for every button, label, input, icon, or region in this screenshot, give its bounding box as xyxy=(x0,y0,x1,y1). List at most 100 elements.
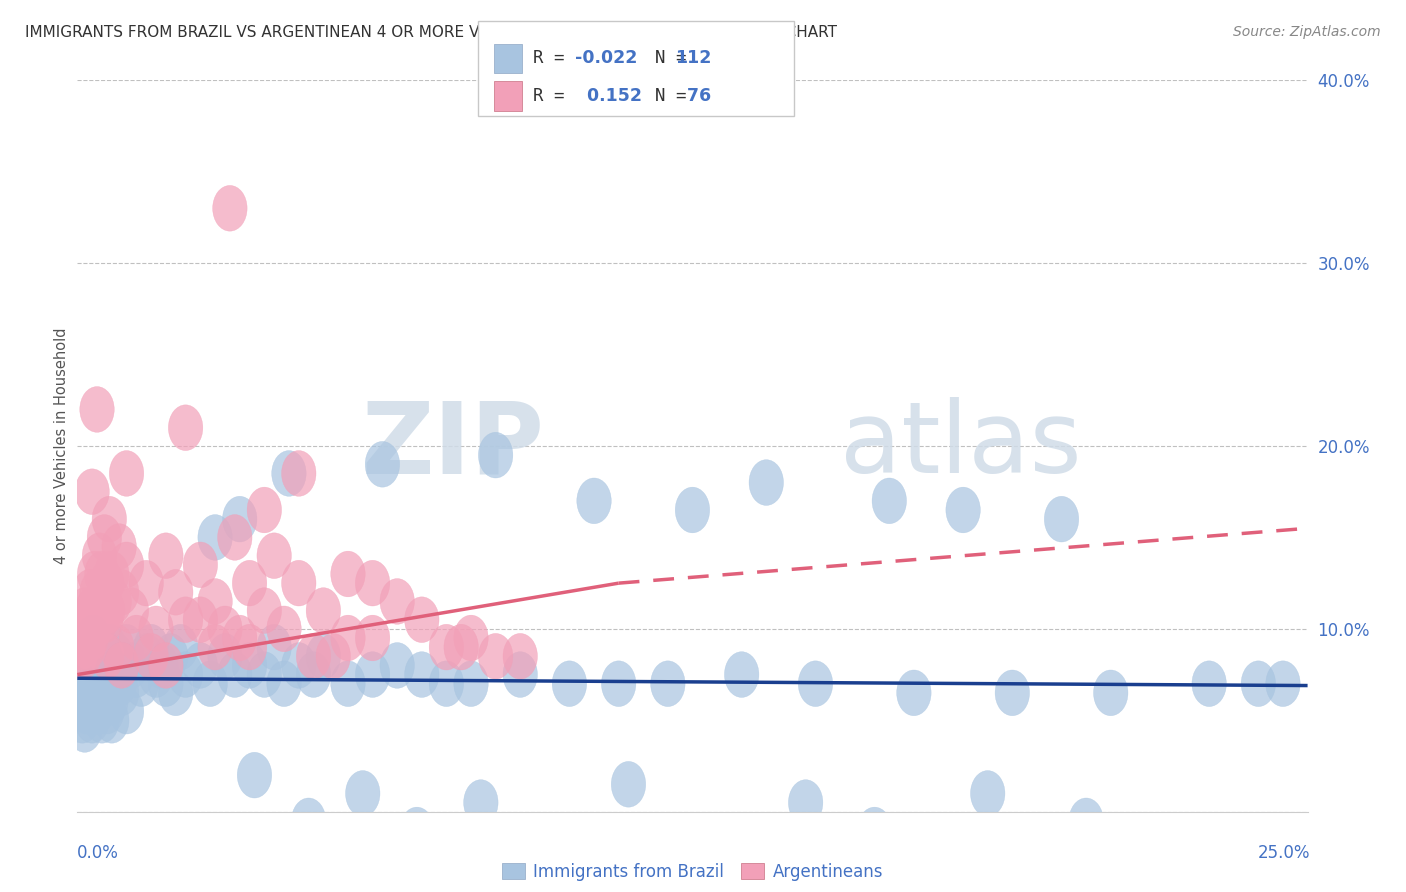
Text: IMMIGRANTS FROM BRAZIL VS ARGENTINEAN 4 OR MORE VEHICLES IN HOUSEHOLD CORRELATIO: IMMIGRANTS FROM BRAZIL VS ARGENTINEAN 4 … xyxy=(25,25,838,40)
Ellipse shape xyxy=(94,551,129,597)
Text: R =: R = xyxy=(533,87,575,105)
Ellipse shape xyxy=(86,579,120,624)
Ellipse shape xyxy=(70,597,104,642)
Ellipse shape xyxy=(97,652,132,698)
Ellipse shape xyxy=(70,689,104,734)
Ellipse shape xyxy=(454,615,488,661)
Ellipse shape xyxy=(75,615,108,661)
Ellipse shape xyxy=(110,624,143,670)
Ellipse shape xyxy=(208,606,242,652)
Ellipse shape xyxy=(267,661,301,706)
Ellipse shape xyxy=(222,615,257,661)
Ellipse shape xyxy=(75,698,110,743)
Ellipse shape xyxy=(212,186,247,231)
Ellipse shape xyxy=(90,588,125,633)
Ellipse shape xyxy=(84,597,118,642)
Ellipse shape xyxy=(80,689,114,734)
Ellipse shape xyxy=(257,624,291,670)
Ellipse shape xyxy=(503,633,537,679)
Ellipse shape xyxy=(675,487,710,533)
Ellipse shape xyxy=(183,642,218,689)
Ellipse shape xyxy=(75,652,110,698)
Ellipse shape xyxy=(218,515,252,560)
Ellipse shape xyxy=(87,661,122,706)
Ellipse shape xyxy=(75,588,110,633)
Ellipse shape xyxy=(76,615,110,661)
Ellipse shape xyxy=(65,633,100,679)
Ellipse shape xyxy=(62,652,97,698)
Text: atlas: atlas xyxy=(841,398,1081,494)
Ellipse shape xyxy=(257,533,291,579)
Ellipse shape xyxy=(93,624,127,670)
Ellipse shape xyxy=(86,642,120,689)
Ellipse shape xyxy=(193,661,228,706)
Ellipse shape xyxy=(120,615,153,661)
Ellipse shape xyxy=(110,689,143,734)
Ellipse shape xyxy=(93,496,127,542)
Ellipse shape xyxy=(139,606,173,652)
Ellipse shape xyxy=(69,615,104,661)
Ellipse shape xyxy=(247,487,281,533)
Ellipse shape xyxy=(73,679,107,725)
Ellipse shape xyxy=(297,633,330,679)
Ellipse shape xyxy=(330,661,366,706)
Ellipse shape xyxy=(79,597,114,642)
Ellipse shape xyxy=(84,551,120,597)
Ellipse shape xyxy=(183,597,218,642)
Ellipse shape xyxy=(724,652,759,698)
Text: 0.0%: 0.0% xyxy=(77,844,120,862)
Ellipse shape xyxy=(104,569,139,615)
Ellipse shape xyxy=(183,542,218,588)
Ellipse shape xyxy=(307,633,340,679)
Ellipse shape xyxy=(700,825,734,871)
Ellipse shape xyxy=(356,560,389,606)
Ellipse shape xyxy=(129,633,163,679)
Ellipse shape xyxy=(90,652,125,698)
Ellipse shape xyxy=(281,450,316,496)
Ellipse shape xyxy=(76,606,110,652)
Ellipse shape xyxy=(478,433,513,478)
Ellipse shape xyxy=(1265,661,1301,706)
Ellipse shape xyxy=(90,633,124,679)
Ellipse shape xyxy=(69,670,104,715)
Ellipse shape xyxy=(291,798,326,844)
Ellipse shape xyxy=(80,569,114,615)
Ellipse shape xyxy=(1069,798,1104,844)
Ellipse shape xyxy=(89,670,124,715)
Ellipse shape xyxy=(67,706,103,752)
Ellipse shape xyxy=(129,560,163,606)
Ellipse shape xyxy=(527,816,562,862)
Ellipse shape xyxy=(970,771,1005,816)
Ellipse shape xyxy=(65,606,100,652)
Ellipse shape xyxy=(84,698,120,743)
Ellipse shape xyxy=(1045,496,1078,542)
Ellipse shape xyxy=(405,652,439,698)
Ellipse shape xyxy=(380,579,415,624)
Ellipse shape xyxy=(346,771,380,816)
Ellipse shape xyxy=(267,606,301,652)
Ellipse shape xyxy=(90,560,124,606)
Ellipse shape xyxy=(356,652,389,698)
Ellipse shape xyxy=(104,642,139,689)
Ellipse shape xyxy=(232,642,267,689)
Ellipse shape xyxy=(149,642,183,689)
Ellipse shape xyxy=(169,652,202,698)
Ellipse shape xyxy=(464,780,498,825)
Ellipse shape xyxy=(110,542,143,588)
Ellipse shape xyxy=(66,661,101,706)
Ellipse shape xyxy=(67,588,103,633)
Ellipse shape xyxy=(70,661,105,706)
Ellipse shape xyxy=(90,689,124,734)
Ellipse shape xyxy=(602,661,636,706)
Ellipse shape xyxy=(97,579,132,624)
Ellipse shape xyxy=(62,633,97,679)
Ellipse shape xyxy=(169,597,202,642)
Ellipse shape xyxy=(66,624,100,670)
Ellipse shape xyxy=(789,780,823,825)
Ellipse shape xyxy=(946,487,980,533)
Ellipse shape xyxy=(100,633,134,679)
Text: 25.0%: 25.0% xyxy=(1258,844,1310,862)
Ellipse shape xyxy=(612,762,645,807)
Ellipse shape xyxy=(82,661,117,706)
Ellipse shape xyxy=(70,624,105,670)
